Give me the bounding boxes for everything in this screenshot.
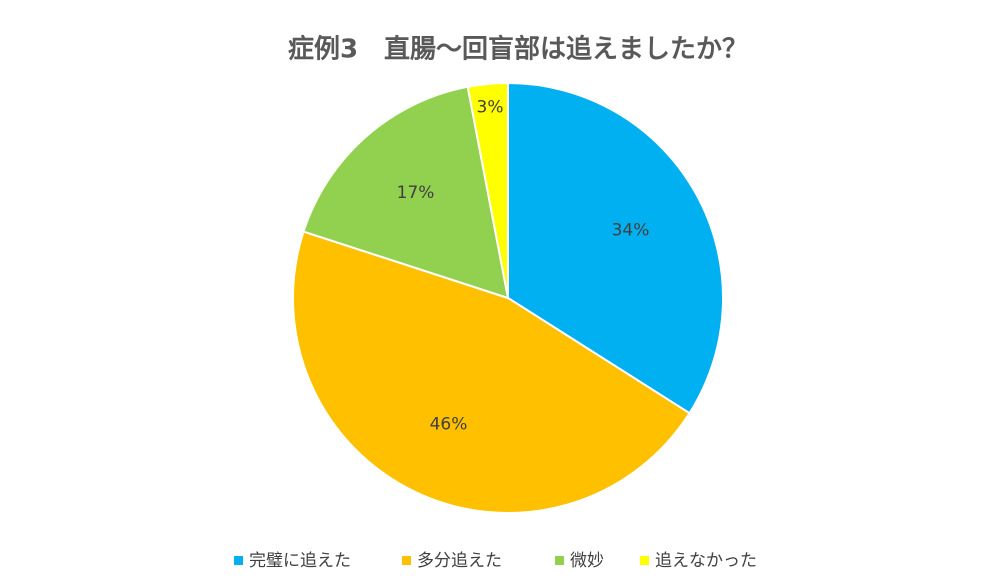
data-label: 46% bbox=[430, 414, 468, 434]
data-label: 34% bbox=[612, 221, 650, 241]
legend-label: 追えなかった bbox=[655, 551, 757, 571]
legend-label: 微妙 bbox=[570, 551, 604, 571]
data-label: 3% bbox=[477, 97, 504, 117]
pie-slice bbox=[302, 85, 510, 300]
legend-swatch bbox=[555, 556, 564, 565]
pie-slice bbox=[507, 81, 724, 415]
legend-swatch bbox=[402, 556, 411, 565]
legend-swatch bbox=[234, 556, 243, 565]
legend-swatch bbox=[640, 556, 649, 565]
legend-label: 多分追えた bbox=[417, 551, 502, 571]
pie-slice bbox=[292, 230, 691, 514]
data-label: 17% bbox=[397, 183, 435, 203]
pie-slice bbox=[466, 81, 509, 299]
legend-label: 完璧に追えた bbox=[249, 551, 351, 571]
chart-title: 症例3 直腸～回盲部は追えましたか？ bbox=[288, 34, 748, 65]
